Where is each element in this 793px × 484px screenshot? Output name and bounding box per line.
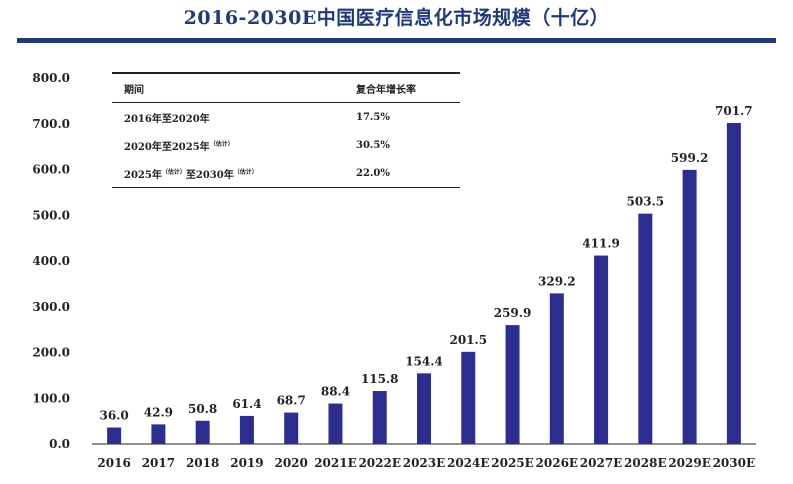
y-tick-label: 600.0	[32, 163, 70, 177]
cagr-header: 复合年增长率	[356, 84, 416, 96]
bar-data-label: 599.2	[671, 151, 709, 165]
bar	[594, 255, 609, 444]
cagr-cell: 17.5%	[356, 111, 390, 123]
period-to: 2025年	[171, 141, 210, 153]
x-tick-label: 2023E	[403, 456, 446, 470]
table-row: 2016年至2020年 17.5%	[112, 103, 460, 132]
period-mid: 至	[185, 169, 196, 181]
x-tick-label: 2025E	[491, 456, 534, 470]
period-from: 2016年	[124, 113, 162, 125]
bar-data-label: 42.9	[144, 405, 173, 419]
y-tick-label: 200.0	[32, 346, 70, 360]
period-cell: 2016年至2020年	[112, 103, 344, 132]
x-tick-label: 2017	[142, 456, 175, 470]
bar-data-label: 36.0	[100, 409, 129, 423]
period-header: 期间	[124, 84, 144, 96]
bar	[328, 403, 343, 444]
y-tick-label: 500.0	[32, 208, 70, 222]
cagr-table: 期间 复合年增长率 2016年至2020年 17.5% 2020年至2025年（…	[112, 72, 460, 188]
cagr-cell: 30.5%	[356, 139, 390, 151]
y-tick-label: 300.0	[32, 300, 70, 314]
bar-data-label: 61.4	[232, 397, 261, 411]
cagr-cell: 22.0%	[356, 167, 390, 179]
period-to: 2020年	[171, 113, 210, 125]
bar-data-label: 154.4	[405, 354, 443, 368]
x-tick-label: 2022E	[358, 456, 401, 470]
period-from: 2025年	[124, 169, 162, 181]
x-tick-label: 2021E	[314, 456, 357, 470]
bar	[195, 420, 210, 444]
period-cell: 2020年至2025年（估计）	[112, 131, 344, 159]
period-mid: 至	[161, 113, 172, 125]
x-tick-label: 2026E	[536, 456, 579, 470]
bar	[372, 391, 387, 444]
bar	[549, 293, 564, 444]
bar	[417, 373, 431, 444]
bar	[107, 427, 122, 444]
y-tick-label: 100.0	[32, 391, 70, 405]
x-tick-label: 2018	[186, 456, 219, 470]
table-row: 2020年至2025年（估计） 30.5%	[112, 131, 460, 159]
data-labels-group: 36.0 42.9 50.8 61.4 68.7 88.4 115.8 154.4 201.5 2…	[100, 104, 753, 423]
period-mid: 至	[161, 141, 172, 153]
bar	[638, 213, 653, 444]
bar	[682, 169, 697, 444]
chart-title: 2016-2030E中国医疗信息化市场规模（十亿）	[183, 7, 610, 29]
bar	[239, 415, 254, 444]
x-tick-label: 2020	[274, 456, 307, 470]
bar	[151, 424, 166, 444]
bar	[505, 325, 520, 444]
y-tick-label: 700.0	[32, 117, 70, 131]
period-from: 2020年	[124, 141, 162, 153]
bar-data-label: 329.2	[538, 274, 576, 288]
bar-data-label: 701.7	[715, 104, 753, 118]
bar-data-label: 201.5	[449, 333, 487, 347]
period-from-note: （估计）	[161, 168, 186, 176]
x-tick-label: 2019	[230, 456, 263, 470]
y-tick-label: 800.0	[32, 71, 70, 85]
x-axis-ticks: 2016 2017 2018 2019 2020 2021E 2022E 2023E 2024E…	[97, 456, 755, 470]
table-row: 2025年（估计）至2030年（估计） 22.0%	[112, 159, 460, 188]
bar-data-label: 115.8	[361, 372, 399, 386]
x-tick-label: 2027E	[580, 456, 623, 470]
bar-data-label: 68.7	[277, 394, 306, 408]
x-tick-label: 2024E	[447, 456, 490, 470]
bar-data-label: 503.5	[627, 195, 665, 209]
x-tick-label: 2028E	[624, 456, 667, 470]
period-to-note: （估计）	[209, 140, 234, 148]
bar-data-label: 259.9	[494, 306, 532, 320]
bar	[284, 412, 299, 444]
y-axis-ticks: 800.0 700.0 600.0 500.0 400.0 300.0 200.0 100.0…	[32, 71, 70, 451]
y-tick-label: 400.0	[32, 254, 70, 268]
bar-data-label: 50.8	[188, 402, 217, 416]
period-to-note: （估计）	[233, 168, 258, 176]
bar	[726, 122, 741, 444]
bar-data-label: 88.4	[321, 385, 350, 399]
x-tick-label: 2016	[97, 456, 130, 470]
x-tick-label: 2030E	[713, 456, 756, 470]
bars-group	[107, 122, 741, 444]
cagr-table-header: 期间 复合年增长率	[112, 73, 460, 103]
y-tick-label: 0.0	[49, 437, 70, 451]
x-tick-label: 2029E	[668, 456, 711, 470]
bar	[461, 351, 476, 444]
period-cell: 2025年（估计）至2030年（估计）	[112, 159, 344, 188]
bar-data-label: 411.9	[582, 237, 620, 251]
period-to: 2030年	[195, 169, 234, 181]
title-rule	[17, 38, 776, 43]
